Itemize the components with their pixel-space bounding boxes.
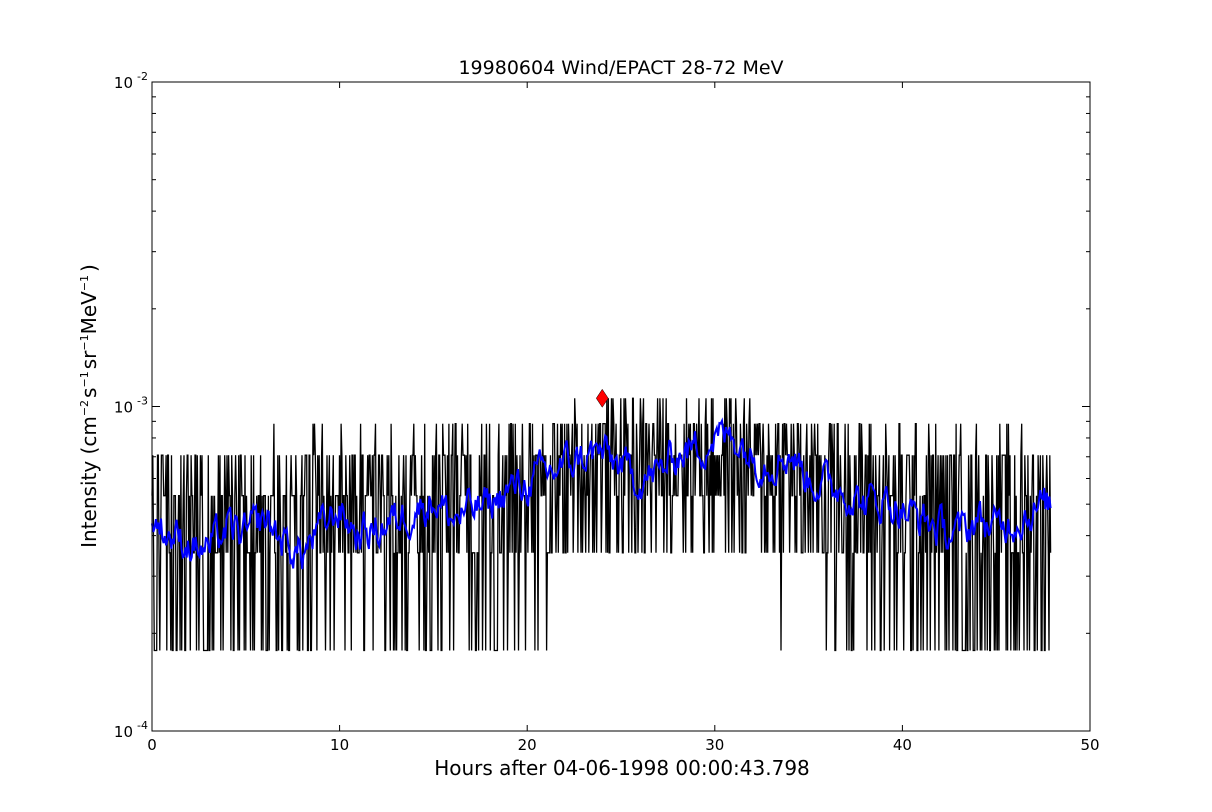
x-tick-label: 0 <box>147 736 157 754</box>
series-smoothed-line <box>151 417 1052 570</box>
series-raw-line <box>151 397 1052 652</box>
marker-layer <box>595 388 609 408</box>
x-tick-label: 10 <box>330 736 349 754</box>
x-tick-label: 40 <box>893 736 912 754</box>
x-tick-label: 50 <box>1080 736 1099 754</box>
y-axis-ticks: 10 -4 10 -3 10 -2 <box>114 70 1090 741</box>
y-label-s: s <box>77 388 101 398</box>
x-tick-label: 30 <box>705 736 724 754</box>
y-axis-label: Intensity (cm−2s−1sr−1MeV−1) <box>77 264 101 548</box>
y-axis-minor-ticks <box>152 96 1090 634</box>
y-tick-exponent: -3 <box>137 395 148 408</box>
y-label-exp1: −2 <box>78 400 91 416</box>
y-label-exp3: −1 <box>78 334 91 350</box>
y-tick-label: 10 <box>114 723 133 741</box>
y-label-exp2: −1 <box>78 371 91 387</box>
y-tick-exponent: -2 <box>137 70 148 83</box>
y-tick-label: 10 <box>114 74 133 92</box>
y-label-sr: sr <box>77 350 101 369</box>
y-tick-exponent: -4 <box>137 719 148 732</box>
x-axis-label: Hours after 04-06-1998 00:00:43.798 <box>434 756 810 780</box>
x-tick-label: 20 <box>518 736 537 754</box>
y-label-prefix: Intensity (cm <box>77 416 101 548</box>
y-tick-label: 10 <box>114 399 133 417</box>
y-label-suffix: ) <box>77 264 101 272</box>
series-layer <box>151 397 1052 652</box>
chart-title: 19980604 Wind/EPACT 28-72 MeV <box>458 57 783 79</box>
y-label-exp4: −1 <box>78 275 91 291</box>
x-axis-ticks: 0 10 20 30 40 50 <box>147 82 1100 754</box>
y-label-mev: MeV <box>77 291 101 335</box>
peak-marker <box>595 388 609 408</box>
